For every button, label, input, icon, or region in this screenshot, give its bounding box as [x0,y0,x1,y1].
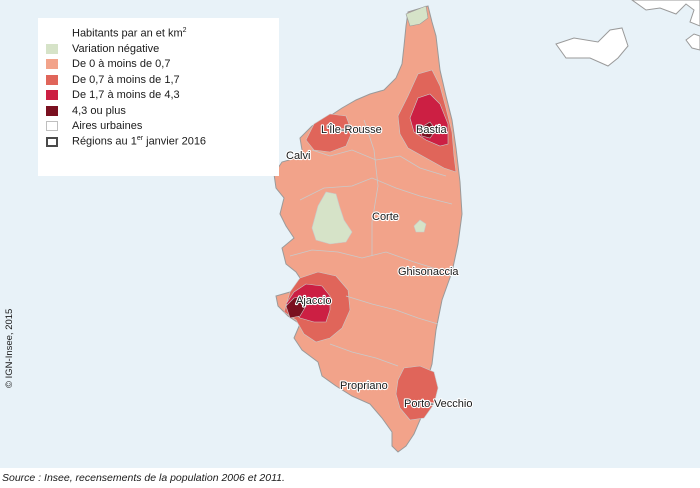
legend-label: 4,3 ou plus [72,104,126,117]
legend-label: De 1,7 à moins de 4,3 [72,89,180,102]
map-frame: L'Île-Rousse Bastia Calvi Corte Ghisonac… [0,0,700,468]
city-label-calvi: Calvi [286,150,310,162]
legend-title-superscript: 2 [182,27,187,34]
zone-bastia-very-high [419,121,437,139]
legend-label: De 0 à moins de 0,7 [72,58,171,71]
legend-label-part: Régions au 1 [72,136,137,149]
legend-item-0-7-to-1-7: De 0,7 à moins de 1,7 [46,72,271,88]
city-label-propriano: Propriano [340,380,388,392]
legend-swatch [46,74,58,85]
legend-item-urban-areas: Aires urbaines [46,119,271,135]
legend-label-superscript: er [136,135,144,143]
legend-label: Aires urbaines [72,120,143,133]
legend-item-variation-negative: Variation négative [46,41,271,57]
city-label-porto-vecchio: Porto-Vecchio [404,398,472,410]
legend-title-text: Habitants par an et km [72,27,183,40]
island-small [685,33,700,51]
legend-item-4-3-or-more: 4,3 ou plus [46,103,271,119]
source-note: Source : Insee, recensements de la popul… [2,472,285,484]
zone-bastia-high [409,93,449,147]
island-elba [555,27,629,67]
legend-title: Habitants par an et km2 [46,24,271,41]
mainland-italy [631,0,700,27]
copyright-note: © IGN-Insee, 2015 [4,308,15,388]
map-canvas: L'Île-Rousse Bastia Calvi Corte Ghisonac… [273,0,700,453]
legend-item-regions: Régions au 1er janvier 2016 [46,134,271,150]
zone-centre-negative [311,191,353,245]
legend-label: De 0,7 à moins de 1,7 [72,73,180,86]
legend-item-0-to-0-7: De 0 à moins de 0,7 [46,57,271,73]
legend-item-1-7-to-4-3: De 1,7 à moins de 4,3 [46,88,271,104]
map-legend: Habitants par an et km2 Variation négati… [38,18,279,176]
legend-swatch [46,105,58,116]
legend-swatch [46,43,58,54]
city-label-corte: Corte [372,211,399,223]
zone-ile-rousse-medium [305,113,353,153]
urban-area-outlines [289,119,453,367]
legend-swatch-outline [46,136,58,147]
zone-east-negative [413,219,427,233]
legend-swatch [46,59,58,70]
city-label-ajaccio: Ajaccio [296,295,331,307]
legend-label: Variation négative [72,42,160,55]
city-label-ile-rousse: L'Île-Rousse [321,123,382,136]
legend-swatch [46,90,58,101]
city-label-ghisonaccia: Ghisonaccia [398,266,459,278]
zone-porto-vecchio-medium [395,365,439,421]
legend-label: Régions au 1er janvier 2016 [72,135,206,148]
city-label-bastia: Bastia [416,124,447,136]
legend-label-part: janvier 2016 [143,136,207,149]
zone-ajaccio-very-high [285,295,307,319]
legend-swatch-outline [46,121,58,132]
zone-cap-corse [405,5,429,27]
